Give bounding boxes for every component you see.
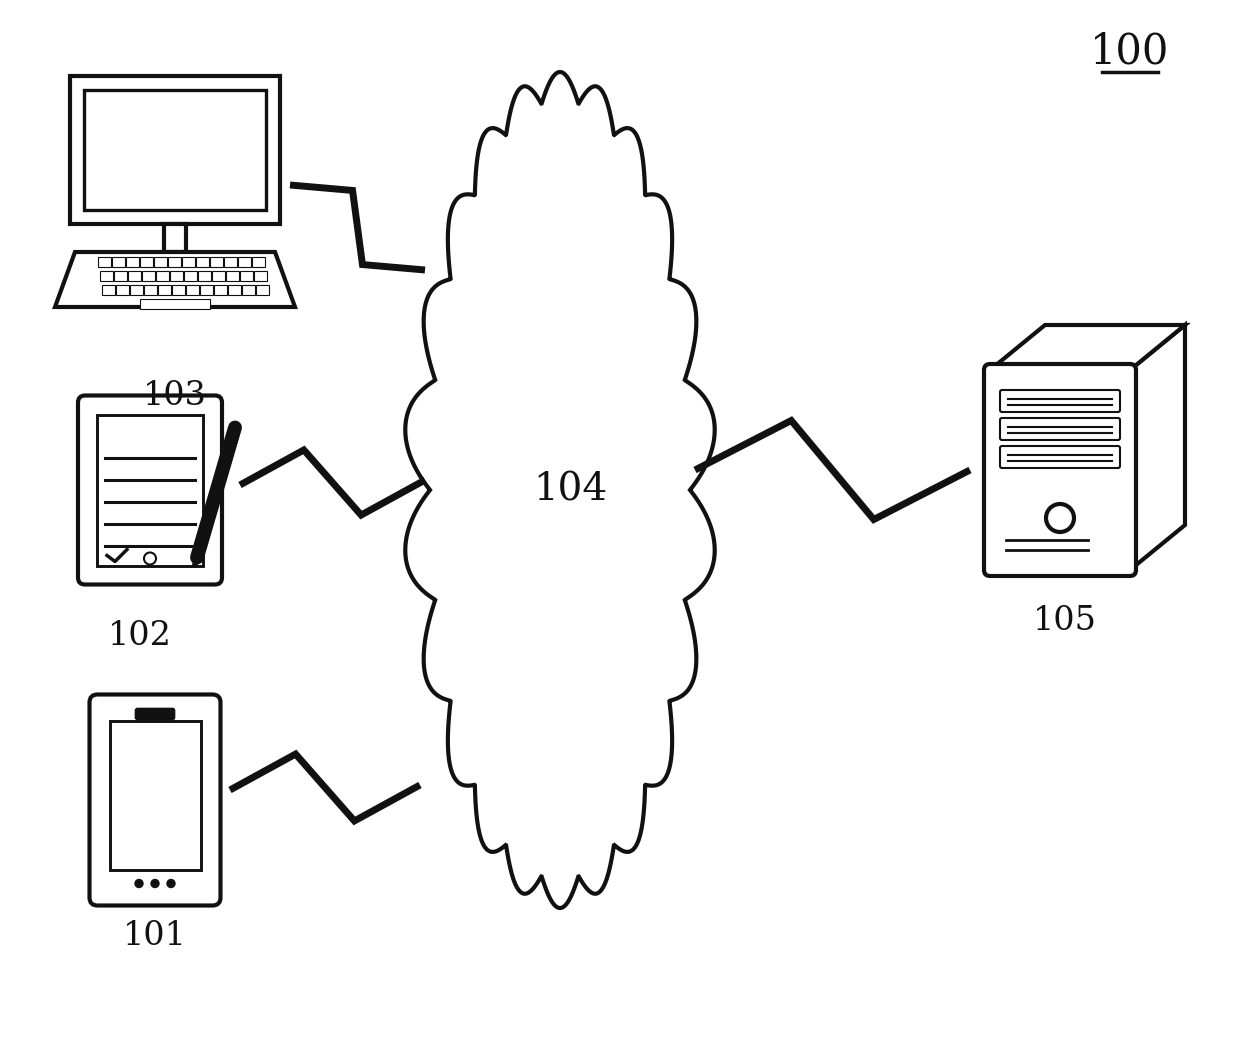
Bar [201, 286, 213, 295]
Polygon shape [405, 72, 714, 908]
Circle shape [144, 552, 156, 565]
Bar [130, 286, 144, 295]
Polygon shape [990, 325, 1185, 370]
FancyBboxPatch shape [78, 396, 222, 585]
FancyBboxPatch shape [135, 709, 175, 719]
Bar [227, 271, 239, 281]
Bar [102, 286, 115, 295]
Bar [198, 271, 210, 281]
Bar [154, 257, 167, 267]
Text: 102: 102 [108, 620, 172, 652]
Bar [116, 286, 129, 295]
Polygon shape [54, 252, 295, 307]
Bar [241, 286, 255, 295]
FancyBboxPatch shape [89, 695, 220, 905]
Bar [142, 271, 155, 281]
Bar [84, 90, 266, 210]
Bar [71, 76, 280, 224]
Bar [210, 257, 223, 267]
Bar [158, 286, 171, 295]
Bar [256, 286, 269, 295]
Bar [140, 257, 154, 267]
Bar [182, 257, 196, 267]
Circle shape [1046, 504, 1075, 532]
Bar [238, 257, 251, 267]
Bar [224, 257, 236, 267]
Bar [170, 271, 183, 281]
Bar [156, 271, 170, 281]
Bar [126, 257, 139, 267]
Bar [111, 257, 125, 267]
Polygon shape [1130, 325, 1185, 570]
Bar [172, 286, 184, 295]
Circle shape [167, 879, 175, 888]
Bar [140, 299, 210, 309]
Circle shape [135, 879, 144, 888]
Bar [128, 271, 141, 281]
Bar [109, 720, 201, 869]
Text: 105: 105 [1032, 605, 1097, 637]
Text: 104: 104 [532, 471, 607, 508]
Bar [97, 415, 203, 566]
Bar [228, 286, 241, 295]
Bar [98, 257, 111, 267]
Bar [212, 271, 225, 281]
Text: 100: 100 [1091, 30, 1170, 72]
Bar [214, 286, 227, 295]
Bar [196, 257, 209, 267]
FancyBboxPatch shape [1000, 446, 1120, 468]
Bar [100, 271, 113, 281]
Text: 103: 103 [144, 380, 207, 412]
Bar [114, 271, 128, 281]
Bar [253, 257, 265, 267]
Bar [144, 286, 157, 295]
Bar [240, 271, 253, 281]
Bar [163, 224, 186, 252]
Bar [168, 257, 181, 267]
FancyBboxPatch shape [1000, 418, 1120, 440]
Text: 101: 101 [123, 920, 187, 952]
Bar [254, 271, 267, 281]
FancyBboxPatch shape [1000, 390, 1120, 412]
Bar [186, 286, 199, 295]
Bar [184, 271, 197, 281]
Circle shape [151, 879, 158, 888]
FancyBboxPatch shape [984, 364, 1136, 576]
